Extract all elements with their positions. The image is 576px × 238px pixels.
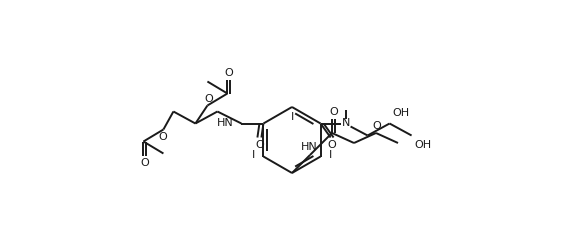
Text: I: I <box>290 112 294 122</box>
Text: O: O <box>373 121 381 131</box>
Text: N: N <box>342 119 350 129</box>
Text: O: O <box>225 68 233 78</box>
Text: O: O <box>255 139 264 149</box>
Text: O: O <box>141 158 149 168</box>
Text: HN: HN <box>217 119 233 129</box>
Text: O: O <box>328 139 336 149</box>
Text: I: I <box>252 149 255 159</box>
Text: OH: OH <box>415 140 431 150</box>
Text: O: O <box>204 94 213 104</box>
Text: HN: HN <box>301 142 317 152</box>
Text: OH: OH <box>393 109 410 119</box>
Text: O: O <box>158 132 167 142</box>
Text: I: I <box>329 149 332 159</box>
Text: O: O <box>329 107 338 117</box>
